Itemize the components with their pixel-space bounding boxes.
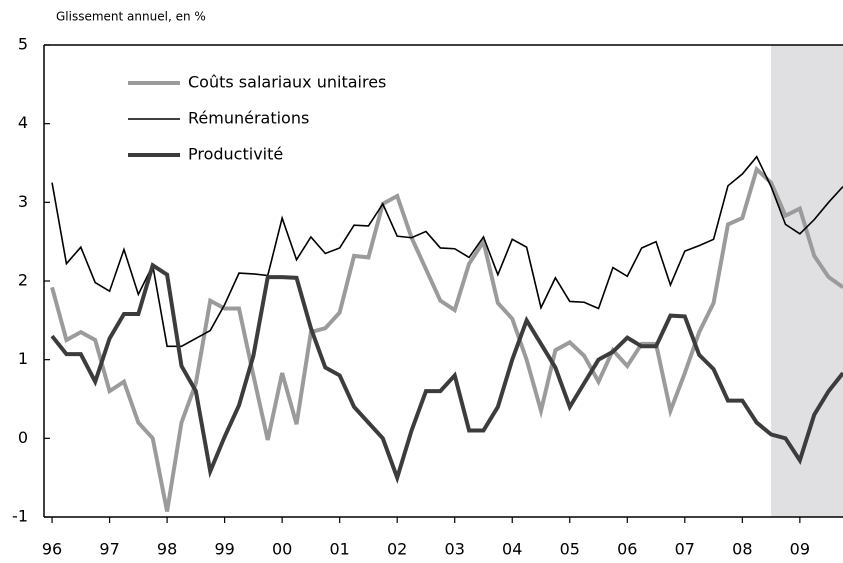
x-tick-label: 00 [272,540,292,559]
x-tick-label: 96 [42,540,62,559]
x-tick-label: 07 [675,540,695,559]
x-tick-label: 99 [214,540,234,559]
series-line [51,155,843,348]
x-tick-label: 09 [790,540,810,559]
x-tick-label: 98 [157,540,177,559]
y-axis-label: Glissement annuel, en % [56,10,206,24]
y-tick-label: 4 [18,113,28,132]
y-tick-label: 5 [18,35,28,54]
y-tick-label: 3 [18,192,28,211]
x-tick-label: 05 [560,540,580,559]
legend-label: Coûts salariaux unitaires [188,73,386,92]
x-tick-label: 08 [732,540,752,559]
x-tick-label: 06 [617,540,637,559]
y-tick-label: 1 [18,349,28,368]
y-tick-label: -1 [12,507,28,526]
series-line [50,262,843,484]
series-line [50,165,843,512]
y-tick-label: 2 [18,271,28,290]
x-tick-label: 97 [99,540,119,559]
legend-label: Rémunérations [188,109,309,128]
x-tick-label: 03 [445,540,465,559]
y-tick-label: 0 [18,428,28,447]
legend-label: Productivité [188,145,283,164]
x-tick-label: 02 [387,540,407,559]
x-tick-label: 04 [502,540,522,559]
x-tick-label: 01 [329,540,349,559]
